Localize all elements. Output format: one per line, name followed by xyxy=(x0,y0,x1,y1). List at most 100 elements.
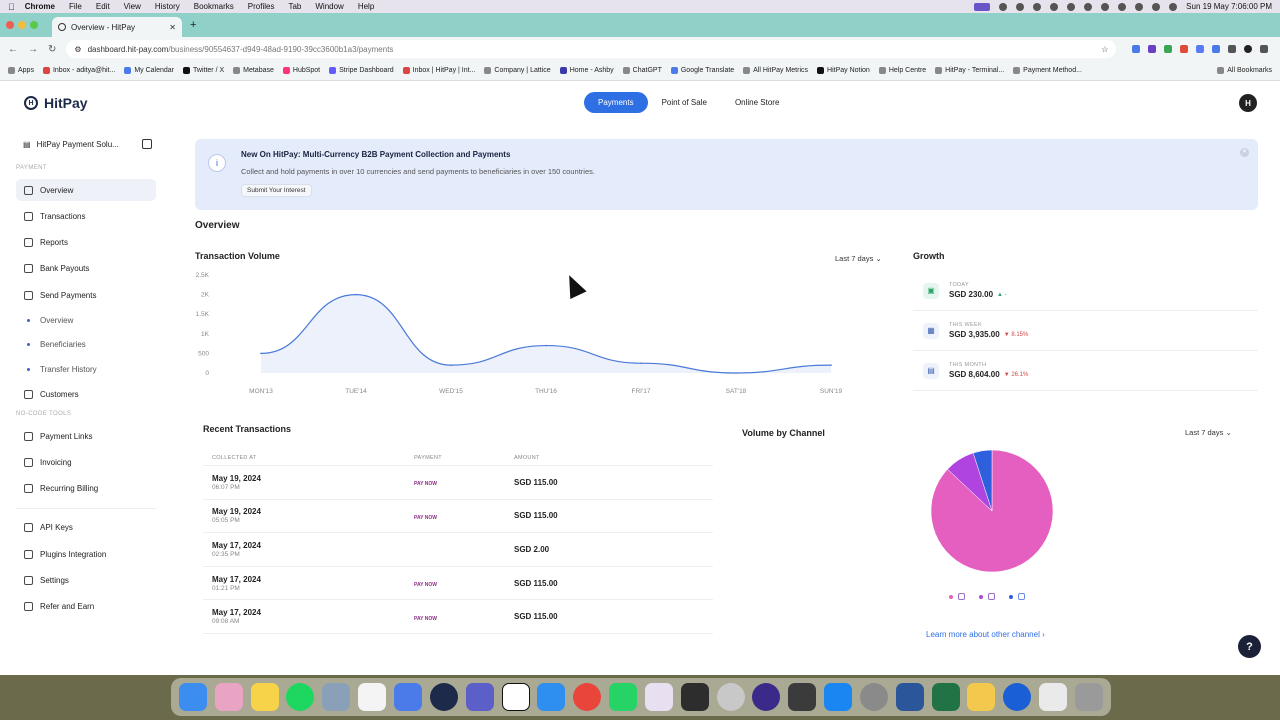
search-icon[interactable] xyxy=(1135,2,1144,11)
sidebar-item-settings[interactable]: Settings xyxy=(16,570,156,592)
wifi-icon[interactable] xyxy=(1118,2,1127,11)
sidebar-item-customers[interactable]: Customers xyxy=(16,383,156,405)
arc-icon[interactable] xyxy=(393,683,422,711)
menu-file[interactable]: File xyxy=(62,2,82,11)
notes-icon[interactable] xyxy=(250,683,279,711)
table-row[interactable]: May 19, 2024 05:05 PM PAY NOW SGD 115.00 xyxy=(203,500,713,534)
all-bookmarks[interactable]: All Bookmarks xyxy=(1217,67,1272,74)
safari-icon[interactable] xyxy=(537,683,566,711)
slack-icon[interactable] xyxy=(644,683,673,711)
chrome-menu-icon[interactable] xyxy=(1260,45,1269,53)
sidebar-item-bank-payouts[interactable]: Bank Payouts xyxy=(16,258,156,280)
preview-icon[interactable] xyxy=(322,683,351,711)
notion-tray-icon[interactable] xyxy=(1016,2,1025,11)
menu-profiles[interactable]: Profiles xyxy=(241,2,275,11)
maximize-window-icon[interactable] xyxy=(30,21,38,29)
extension-icon[interactable] xyxy=(1148,45,1157,53)
siri-icon[interactable] xyxy=(1169,2,1178,11)
app-store-icon[interactable] xyxy=(824,683,853,711)
pie-slice[interactable] xyxy=(972,449,993,512)
browser-tab[interactable]: Overview - HitPay ✕ xyxy=(52,17,182,37)
submit-interest-button[interactable]: Submit Your Interest xyxy=(241,184,312,197)
menu-edit[interactable]: Edit xyxy=(89,2,110,11)
spotify-icon[interactable] xyxy=(286,683,315,711)
table-row[interactable]: May 17, 2024 01:21 PM PAY NOW SGD 115.00 xyxy=(203,567,713,601)
bookmark-item[interactable]: Help Centre xyxy=(878,67,926,74)
bookmark-item[interactable]: HitPay - Terminal... xyxy=(935,67,1004,74)
reload-icon[interactable]: ↻ xyxy=(48,43,57,55)
layers-icon[interactable] xyxy=(680,683,709,711)
tray-app-icon[interactable] xyxy=(974,2,991,11)
tab-online-store[interactable]: Online Store xyxy=(734,98,780,107)
table-row[interactable]: May 17, 2024 09:08 AM PAY NOW SGD 115.00 xyxy=(203,600,713,634)
reminders-icon[interactable] xyxy=(358,683,387,711)
apple-icon[interactable]:  xyxy=(8,2,15,12)
learn-more-link[interactable]: Learn more about other channel › xyxy=(926,630,1045,639)
bookmark-item[interactable]: Metabase xyxy=(233,67,274,74)
hitpay-logo[interactable]: H HitPay xyxy=(24,95,88,111)
table-row[interactable]: May 17, 2024 02:35 PM SGD 2.00 xyxy=(203,533,713,567)
bookmark-item[interactable]: Company | Lattice xyxy=(484,67,551,74)
bookmark-item[interactable]: My Calendar xyxy=(124,67,174,74)
bookmark-item[interactable]: HitPay Notion xyxy=(817,67,870,74)
new-tab-icon[interactable]: + xyxy=(190,19,197,31)
address-bar[interactable]: ⚙ dashboard.hit-pay.com/business/9055463… xyxy=(66,40,1117,58)
sidebar-item-api-keys[interactable]: API Keys xyxy=(16,517,156,539)
document-icon[interactable] xyxy=(1039,683,1068,711)
extension-icon[interactable] xyxy=(1164,45,1173,53)
excel-icon[interactable] xyxy=(931,683,960,711)
focus-icon[interactable] xyxy=(1050,2,1059,11)
help-button[interactable]: ? xyxy=(1238,635,1261,658)
hitpay-app-icon[interactable] xyxy=(429,683,458,711)
sphere-app-icon[interactable] xyxy=(716,683,745,711)
business-switcher[interactable]: ▤ HitPay Payment Solu... xyxy=(23,139,152,149)
channel-range-dropdown[interactable]: Last 7 days ⌄ xyxy=(1185,428,1232,437)
close-window-icon[interactable] xyxy=(6,21,14,29)
sidebar-item-reports[interactable]: Reports xyxy=(16,232,156,254)
bookmark-item[interactable]: Payment Method... xyxy=(1013,67,1082,74)
record-icon[interactable] xyxy=(999,2,1008,11)
calculator-icon[interactable] xyxy=(788,683,817,711)
bookmark-star-icon[interactable]: ☆ xyxy=(1101,44,1109,54)
extension-icon[interactable] xyxy=(1132,45,1141,53)
bookmark-item[interactable]: Google Translate xyxy=(670,67,734,74)
tab-point-of-sale[interactable]: Point of Sale xyxy=(661,98,707,107)
bookmark-item[interactable]: Twitter / X xyxy=(183,67,224,74)
sidebar-item-send-payments[interactable]: Send Payments xyxy=(16,284,156,306)
word-icon[interactable] xyxy=(895,683,924,711)
google-drive-icon[interactable] xyxy=(967,683,996,711)
back-icon[interactable]: ← xyxy=(8,43,18,55)
extension-icon[interactable] xyxy=(1180,45,1189,53)
sidebar-item-overview[interactable]: Overview xyxy=(16,179,156,201)
menu-history[interactable]: History xyxy=(148,2,180,11)
bluetooth-icon[interactable] xyxy=(1084,2,1093,11)
sidebar-item-plugins[interactable]: Plugins Integration xyxy=(16,543,156,565)
bookmark-item[interactable]: Apps xyxy=(8,67,34,74)
sidebar-item-refer-and-earn[interactable]: Refer and Earn xyxy=(16,596,156,618)
night-icon[interactable] xyxy=(1067,2,1076,11)
bookmark-item[interactable]: All HitPay Metrics xyxy=(743,67,808,74)
battery-icon[interactable] xyxy=(1101,2,1110,11)
bookmark-item[interactable]: ChatGPT xyxy=(622,67,662,74)
whatsapp-icon[interactable] xyxy=(609,683,638,711)
sidebar-item-transactions[interactable]: Transactions xyxy=(16,205,156,227)
tab-payments[interactable]: Payments xyxy=(584,92,648,113)
teams-icon[interactable] xyxy=(465,683,494,711)
linear-icon[interactable] xyxy=(752,683,781,711)
menu-view[interactable]: View xyxy=(116,2,141,11)
site-info-icon[interactable]: ⚙ xyxy=(74,44,82,54)
system-settings-icon[interactable] xyxy=(859,683,888,711)
table-row[interactable]: May 19, 2024 06:07 PM PAY NOW SGD 115.00 xyxy=(203,466,713,500)
launchpad-icon[interactable] xyxy=(214,683,243,711)
sidebar-subitem-beneficiaries[interactable]: Beneficiaries xyxy=(16,335,156,355)
extension-icon[interactable] xyxy=(1196,45,1205,53)
user-avatar[interactable]: H xyxy=(1239,94,1257,112)
grammarly-icon[interactable] xyxy=(1033,2,1042,11)
close-tab-icon[interactable]: ✕ xyxy=(169,22,176,32)
menu-app[interactable]: Chrome xyxy=(18,2,55,11)
menu-window[interactable]: Window xyxy=(308,2,343,11)
bookmark-item[interactable]: Inbox - aditya@hit... xyxy=(42,67,115,74)
close-icon[interactable]: ✕ xyxy=(1240,148,1249,157)
minimize-window-icon[interactable] xyxy=(18,21,26,29)
notion-app-icon[interactable] xyxy=(501,683,530,711)
